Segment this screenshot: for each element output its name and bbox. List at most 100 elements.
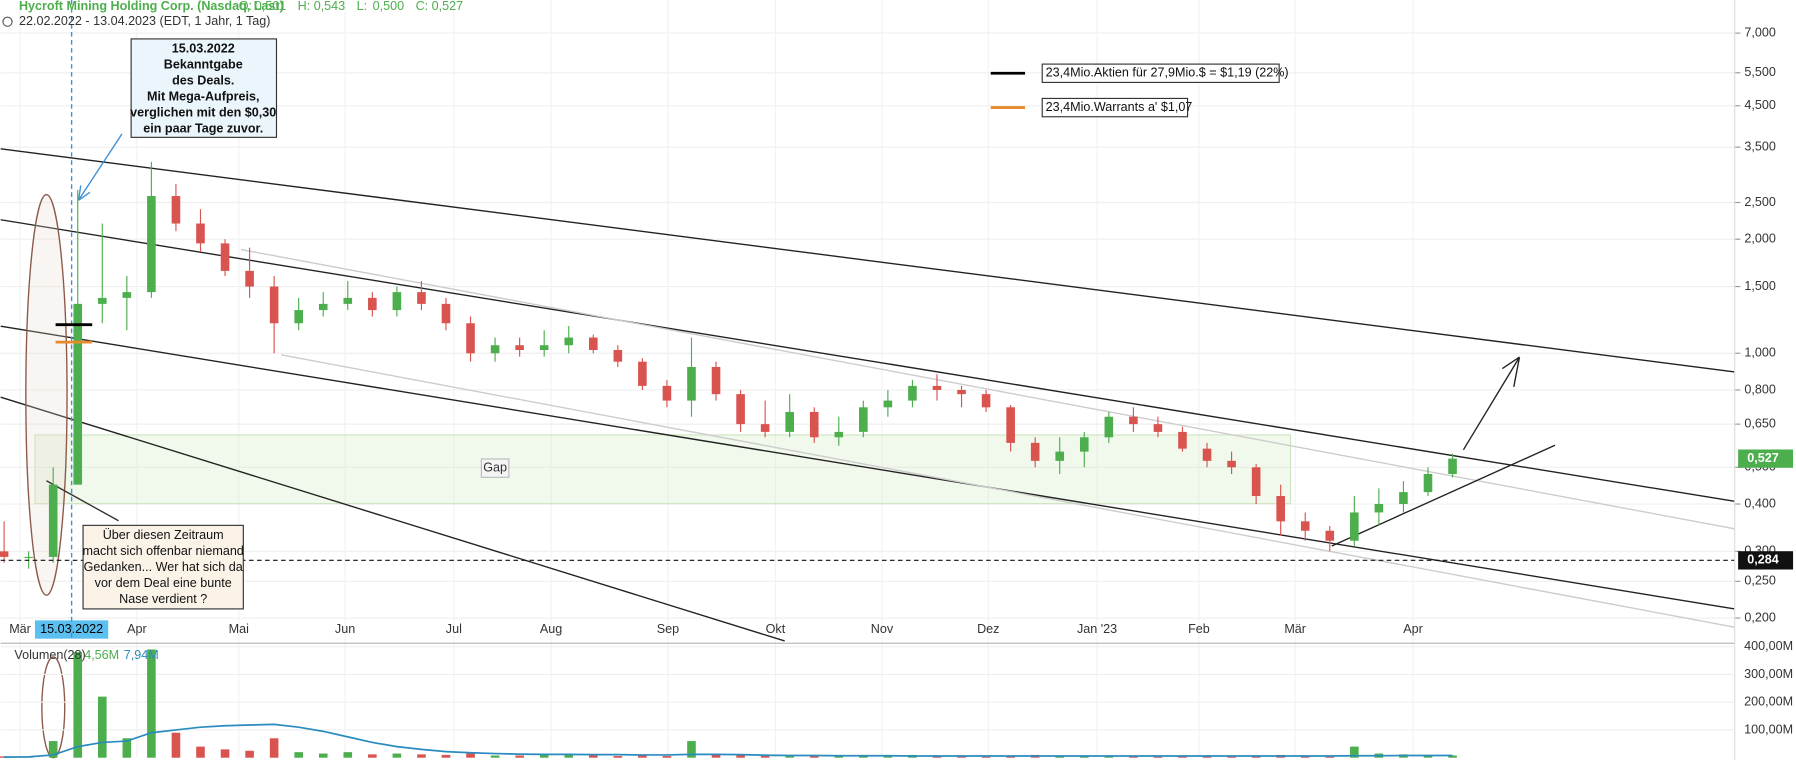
candle-body	[0, 551, 9, 557]
ohlc-name: H:	[298, 0, 311, 13]
candle-body	[564, 337, 574, 346]
annotation-line: Über diesen Zeitraum	[103, 528, 224, 542]
candle-body	[1251, 467, 1261, 496]
candles: 0,284 0,527	[0, 161, 1794, 570]
volume-bar	[1350, 746, 1359, 758]
y-tick-label: 2,000	[1744, 232, 1775, 246]
candle-body	[48, 484, 58, 557]
legend-box	[1041, 63, 1280, 83]
volume-bar	[834, 756, 844, 758]
x-tick-label: Apr	[1403, 622, 1423, 636]
trendline	[0, 219, 1735, 503]
volume-legend-value: 7,94M	[124, 648, 159, 662]
volume-bar	[638, 755, 647, 758]
candle-body	[1300, 521, 1310, 531]
y-tick-label: 0,400	[1744, 496, 1775, 510]
volume-bar	[318, 753, 328, 758]
legend-label: 23,4Mio.Aktien für 27,9Mio.$ = $1,19 (22…	[1046, 66, 1289, 80]
candle-body	[171, 196, 181, 224]
annotation-line: Gedanken... Wer hat sich da	[84, 560, 243, 574]
x-tick-label: Nov	[871, 622, 894, 636]
last-price-label: 0,527	[1747, 451, 1778, 465]
volume-bar	[736, 755, 745, 758]
annotation-deal: 15.03.2022 Bekanntgabe des Deals. Mit Mega-…	[130, 38, 278, 138]
volume-bar	[73, 652, 83, 758]
candle-body	[1325, 530, 1335, 541]
candle-body	[1423, 474, 1433, 493]
candle-body	[1202, 448, 1212, 461]
candle-body	[1178, 431, 1187, 449]
candle-body	[1276, 495, 1285, 522]
y-tick-label: 5,500	[1744, 65, 1775, 79]
volume-name: Volumen(28)	[14, 648, 85, 662]
candle-body	[417, 292, 426, 304]
candle-body	[1448, 458, 1457, 475]
gap-box	[480, 458, 510, 478]
candle-body	[1399, 492, 1408, 505]
candle-body	[834, 431, 844, 438]
volume-bar	[441, 754, 451, 758]
trendline	[0, 396, 785, 642]
candle-body	[1350, 512, 1359, 541]
x-tick-label: Sep	[657, 622, 679, 636]
trendline	[1331, 444, 1556, 547]
y-tick-label: 7,000	[1744, 25, 1775, 39]
candle-body	[24, 556, 33, 559]
y-tick-label: 0,650	[1744, 416, 1775, 430]
annotation-line: Bekanntgabe	[164, 58, 243, 72]
annotation-period: Über diesen Zeitraum macht sich offenbar …	[82, 524, 244, 610]
x-tick-label: Okt	[766, 622, 786, 636]
candle-body	[1153, 424, 1163, 432]
gap-label: Gap	[483, 460, 507, 474]
volume-bar	[466, 753, 475, 758]
ohlc-name: O:	[239, 0, 252, 13]
candle-body	[613, 349, 623, 362]
level-label-box	[1738, 551, 1794, 570]
volume-ma	[4, 723, 1453, 759]
annotation-text: 15.03.2022 Bekanntgabe des Deals. Mit Mega-…	[130, 42, 276, 136]
volume-bar	[588, 755, 598, 758]
volume-bar	[245, 750, 254, 758]
trendline	[0, 325, 1735, 610]
y-tick-label: 1,000	[1744, 346, 1775, 360]
last-price-box	[1738, 449, 1794, 468]
volume-bar	[711, 754, 721, 758]
volume-bar	[171, 732, 181, 758]
x-tick-label: Mär	[9, 622, 31, 636]
candle-body	[981, 394, 991, 408]
candle-body	[441, 303, 451, 324]
candle-body	[466, 323, 475, 354]
volume-bar	[515, 755, 524, 758]
volume-bar	[417, 754, 426, 758]
level-label: 0,284	[1747, 553, 1778, 567]
annotation-line: des Deals.	[172, 74, 234, 88]
volume-pane: 100,00M 200,00M 300,00M 400,00M Volumen(28)4…	[0, 639, 1793, 759]
highlight-ellipse	[25, 193, 68, 596]
ohlc-value: 0,501	[255, 0, 286, 13]
volume-bar	[687, 741, 696, 758]
volume-bar	[859, 756, 868, 758]
volume-bar	[269, 738, 279, 758]
ohlc-value: 0,543	[314, 0, 345, 13]
legend-label: 23,4Mio.Warrants a' $1,07	[1046, 100, 1193, 114]
y-tick-label: 0,250	[1744, 574, 1775, 588]
volume-legend-value: 4,56M	[84, 648, 119, 662]
candle-body	[588, 337, 598, 350]
annotation-line: Nase verdient ?	[119, 592, 207, 606]
volume-bar	[97, 696, 107, 758]
annotation-line: Mit Mega-Aufpreis,	[147, 90, 260, 104]
y-tick-label: 0,800	[1744, 382, 1775, 396]
y-tick-label: 200,00M	[1744, 695, 1793, 709]
ohlc-name: C:	[416, 0, 429, 13]
candle-body	[687, 366, 696, 401]
y-tick-label: 3,500	[1744, 139, 1775, 153]
candle-body	[318, 303, 328, 311]
ohlc-value: 0,500	[373, 0, 404, 13]
candle-body	[957, 389, 966, 395]
candle-body	[515, 345, 524, 350]
candle-body	[1079, 437, 1089, 452]
candle-body	[859, 407, 868, 432]
candle-body	[73, 303, 83, 485]
volume-bar	[613, 756, 623, 758]
pointer	[46, 480, 119, 522]
